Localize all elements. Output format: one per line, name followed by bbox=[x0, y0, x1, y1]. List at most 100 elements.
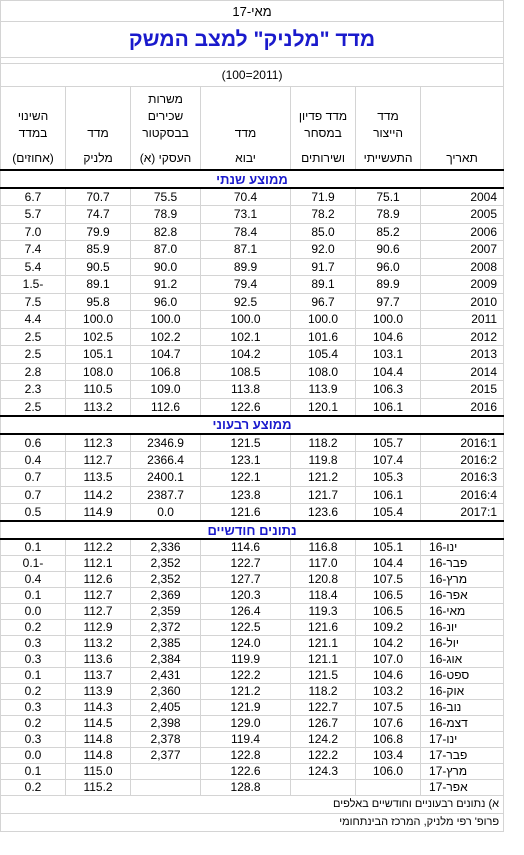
section-title: ממוצע רבעוני bbox=[0, 414, 505, 435]
data-row: 2016:4 106.1 121.7 123.8 2387.7 114.2 0.7 bbox=[0, 485, 505, 504]
value-cell: 104.6 bbox=[355, 327, 422, 346]
value-cell: 0.6 bbox=[0, 433, 67, 452]
data-row: 2009 89.9 89.1 79.4 91.2 89.1 -1.5 bbox=[0, 275, 505, 294]
header-line: מלניק bbox=[83, 151, 113, 165]
value-cell: 122.6 bbox=[200, 762, 292, 780]
value-cell: 121.1 bbox=[290, 650, 357, 668]
value-cell: 106.8 bbox=[130, 362, 202, 381]
report-date: מאי-17 bbox=[0, 0, 505, 22]
date-cell: 2016 bbox=[420, 397, 505, 416]
data-row: אוק-16 103.2 118.2 121.2 2,360 113.9 0.2 bbox=[0, 682, 505, 700]
date-cell: ינו-16 bbox=[420, 538, 505, 556]
value-cell: 91.7 bbox=[290, 257, 357, 276]
value-cell: 97.7 bbox=[355, 292, 422, 311]
value-cell: 105.1 bbox=[65, 345, 132, 364]
value-cell: 2,352 bbox=[130, 570, 202, 588]
value-cell: 85.2 bbox=[355, 222, 422, 241]
date-cell: יול-16 bbox=[420, 634, 505, 652]
value-cell: 122.1 bbox=[200, 468, 292, 487]
value-cell: 0.3 bbox=[0, 650, 67, 668]
data-row: נוב-16 107.5 122.7 121.9 2,405 114.3 0.3 bbox=[0, 698, 505, 716]
header-line: תאריך bbox=[446, 151, 478, 165]
value-cell: 0.1 bbox=[0, 762, 67, 780]
value-cell: 113.2 bbox=[65, 634, 132, 652]
value-cell: 90.6 bbox=[355, 240, 422, 259]
value-cell: 112.6 bbox=[65, 570, 132, 588]
value-cell: 2,352 bbox=[130, 554, 202, 572]
value-cell bbox=[130, 762, 202, 780]
value-cell: 105.4 bbox=[290, 345, 357, 364]
value-cell: 2,405 bbox=[130, 698, 202, 716]
data-row: 2006 85.2 85.0 78.4 82.8 79.9 7.0 bbox=[0, 222, 505, 241]
date-cell: 2014 bbox=[420, 362, 505, 381]
column-header: תאריך bbox=[420, 86, 505, 171]
value-cell: 121.7 bbox=[290, 485, 357, 504]
value-cell bbox=[130, 778, 202, 796]
date-cell: 2013 bbox=[420, 345, 505, 364]
value-cell: 112.7 bbox=[65, 602, 132, 620]
value-cell: 118.2 bbox=[290, 682, 357, 700]
value-cell: 129.0 bbox=[200, 714, 292, 732]
value-cell: 113.6 bbox=[65, 650, 132, 668]
value-cell: 115.0 bbox=[65, 762, 132, 780]
value-cell: 90.0 bbox=[130, 257, 202, 276]
value-cell: 5.7 bbox=[0, 205, 67, 224]
value-cell: 90.5 bbox=[65, 257, 132, 276]
data-row: יול-16 104.2 121.1 124.0 2,385 113.2 0.3 bbox=[0, 634, 505, 652]
data-row: אוג-16 107.0 121.1 119.9 2,384 113.6 0.3 bbox=[0, 650, 505, 668]
date-cell: 2011 bbox=[420, 310, 505, 329]
value-cell: 0.2 bbox=[0, 618, 67, 636]
footnote: א) נתונים רבעוניים וחודשיים באלפים bbox=[0, 794, 505, 814]
value-cell: 122.2 bbox=[290, 746, 357, 764]
value-cell: 120.3 bbox=[200, 586, 292, 604]
value-cell: 2,398 bbox=[130, 714, 202, 732]
value-cell: 0.1 bbox=[0, 666, 67, 684]
footnote: פרופ' רפי מלניק, המרכז הבינתחומי bbox=[0, 812, 505, 832]
date-cell: 2016:3 bbox=[420, 468, 505, 487]
data-row: ספט-16 104.6 121.5 122.2 2,431 113.7 0.1 bbox=[0, 666, 505, 684]
value-cell: 113.9 bbox=[290, 380, 357, 399]
value-cell: 2,369 bbox=[130, 586, 202, 604]
value-cell: 128.8 bbox=[200, 778, 292, 796]
value-cell: 85.0 bbox=[290, 222, 357, 241]
value-cell: 2.3 bbox=[0, 380, 67, 399]
date-cell: 2016:4 bbox=[420, 485, 505, 504]
data-row: 2016:3 105.3 121.2 122.1 2400.1 113.5 0.7 bbox=[0, 468, 505, 487]
value-cell: 112.6 bbox=[130, 397, 202, 416]
date-cell: 2016:2 bbox=[420, 450, 505, 469]
data-row: ינו-16 105.1 116.8 114.6 2,336 112.2 0.1 bbox=[0, 538, 505, 556]
value-cell: 121.5 bbox=[290, 666, 357, 684]
header-line: (אחוזים) bbox=[12, 151, 54, 165]
date-cell: 2005 bbox=[420, 205, 505, 224]
column-header: מדד הייצור התעשייתי bbox=[355, 86, 422, 171]
date-cell: נוב-16 bbox=[420, 698, 505, 716]
value-cell: 0.3 bbox=[0, 730, 67, 748]
value-cell: 2346.9 bbox=[130, 433, 202, 452]
data-row: 2004 75.1 71.9 70.4 75.5 70.7 6.7 bbox=[0, 187, 505, 206]
value-cell: 107.4 bbox=[355, 450, 422, 469]
header-line: מדד bbox=[87, 126, 109, 140]
date-cell: אוג-16 bbox=[420, 650, 505, 668]
value-cell: 92.0 bbox=[290, 240, 357, 259]
value-cell: 101.6 bbox=[290, 327, 357, 346]
value-cell: 122.7 bbox=[290, 698, 357, 716]
value-cell: 87.1 bbox=[200, 240, 292, 259]
value-cell: 122.7 bbox=[200, 554, 292, 572]
value-cell: 122.2 bbox=[200, 666, 292, 684]
value-cell: 70.4 bbox=[200, 187, 292, 206]
value-cell: 2,360 bbox=[130, 682, 202, 700]
value-cell: 2,359 bbox=[130, 602, 202, 620]
section-title: ממוצע שנתי bbox=[0, 169, 505, 189]
value-cell: 0.1 bbox=[0, 538, 67, 556]
header-line: במסחר bbox=[304, 126, 342, 140]
value-cell: 100.0 bbox=[130, 310, 202, 329]
footnote-row: א) נתונים רבעוניים וחודשיים באלפים bbox=[0, 794, 505, 814]
value-cell: 103.4 bbox=[355, 746, 422, 764]
value-cell: 113.2 bbox=[65, 397, 132, 416]
value-cell: 121.2 bbox=[290, 468, 357, 487]
value-cell: 2.8 bbox=[0, 362, 67, 381]
value-cell: 2400.1 bbox=[130, 468, 202, 487]
value-cell: 114.9 bbox=[65, 503, 132, 522]
value-cell: 0.3 bbox=[0, 634, 67, 652]
